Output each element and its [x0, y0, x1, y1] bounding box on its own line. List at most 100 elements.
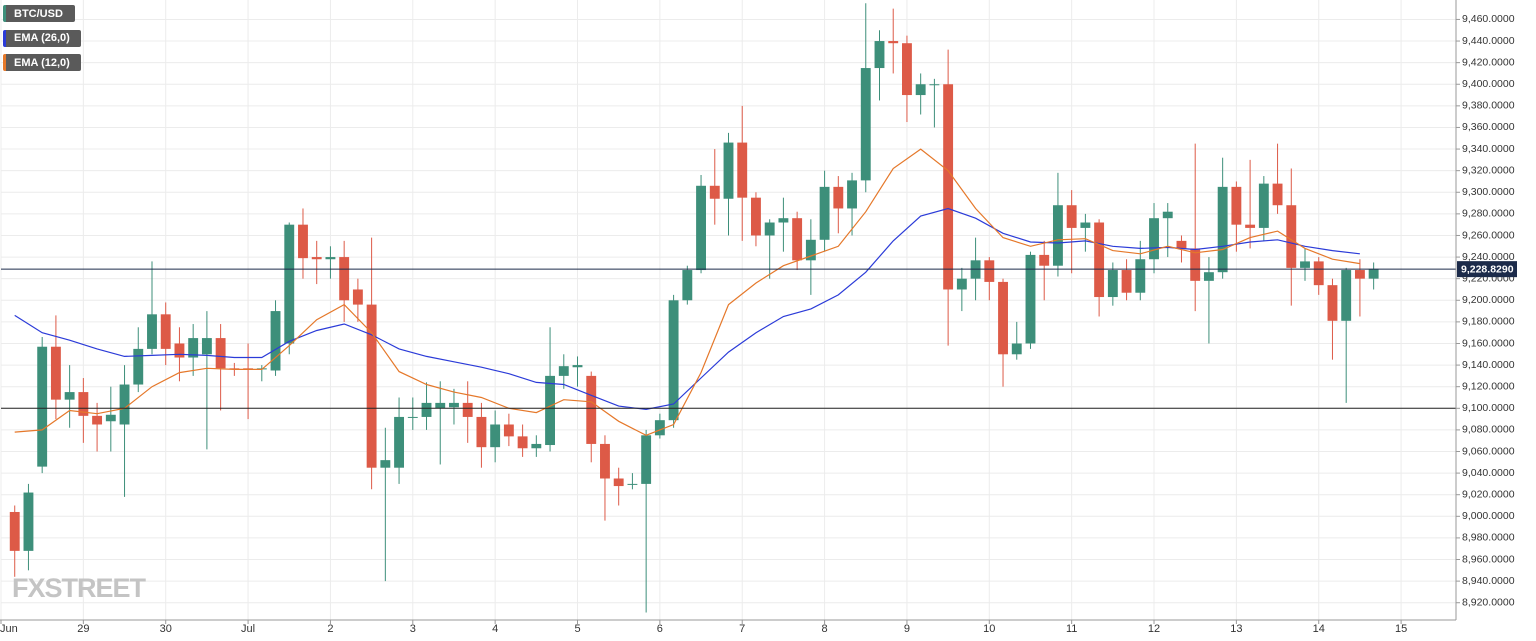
y-tick-label: 9,000.0000	[1462, 510, 1515, 522]
candle-body	[1107, 270, 1118, 298]
candle-body	[764, 222, 775, 236]
candle-body	[929, 84, 940, 86]
y-tick-label: 9,140.0000	[1462, 359, 1515, 371]
candle-body	[407, 416, 418, 418]
candle-body	[984, 260, 995, 282]
legend-item: BTC/USD	[3, 5, 75, 22]
y-tick-label: 9,040.0000	[1462, 467, 1515, 479]
candle-body	[37, 346, 48, 467]
x-tick-label: 13	[1230, 623, 1242, 635]
candle-body	[723, 142, 734, 199]
x-tick-label: 9	[904, 623, 910, 635]
y-tick-label: 8,940.0000	[1462, 575, 1515, 587]
candle-body	[284, 224, 295, 344]
y-tick-label: 9,200.0000	[1462, 294, 1515, 306]
candle-body	[1162, 211, 1173, 219]
x-tick-label: 8	[822, 623, 828, 635]
candle-body	[1245, 224, 1256, 228]
y-tick-label: 9,340.0000	[1462, 143, 1515, 155]
candle-body	[23, 492, 34, 551]
candle-body	[956, 278, 967, 290]
x-tick-label: 10	[983, 623, 995, 635]
y-tick-label: 9,420.0000	[1462, 56, 1515, 68]
x-tick-label: 29	[77, 623, 89, 635]
candle-body	[874, 41, 885, 69]
candle-body	[737, 142, 748, 198]
candle-body	[682, 270, 693, 301]
grid	[0, 0, 1456, 620]
y-tick-label: 9,400.0000	[1462, 78, 1515, 90]
y-tick-label: 9,180.0000	[1462, 316, 1515, 328]
y-tick-label: 9,100.0000	[1462, 402, 1515, 414]
candle-body	[819, 186, 830, 240]
y-tick-label: 9,240.0000	[1462, 251, 1515, 263]
candle-body	[902, 43, 912, 96]
candle-body	[215, 338, 226, 369]
candle-body	[1135, 259, 1146, 293]
candle-body	[105, 414, 116, 422]
y-tick-label: 9,380.0000	[1462, 100, 1515, 112]
candle-body	[778, 218, 789, 223]
candle-body	[1313, 261, 1324, 286]
x-tick-label: 15	[1395, 623, 1407, 635]
y-tick-label: 9,320.0000	[1462, 164, 1515, 176]
candle-body	[476, 416, 487, 448]
candle-body	[531, 443, 542, 449]
candle-body	[147, 314, 157, 349]
candle-body	[449, 402, 459, 408]
candle-body	[366, 304, 377, 468]
candle-body	[1354, 270, 1365, 279]
candle-body	[915, 84, 926, 96]
candle-body	[1094, 222, 1105, 298]
y-tick-label: 9,020.0000	[1462, 488, 1515, 500]
candle-body	[1190, 248, 1201, 281]
candle-body	[1300, 261, 1310, 268]
x-tick-label: 3	[410, 623, 416, 635]
ema-line	[14, 148, 1360, 436]
candle-body	[270, 311, 281, 371]
candle-body	[50, 346, 61, 400]
candle-body	[751, 197, 761, 236]
x-tick-label: 6	[657, 623, 663, 635]
candle-body	[833, 186, 844, 209]
candle-body	[339, 257, 350, 301]
candle-body	[503, 424, 514, 437]
candle-body	[1368, 268, 1379, 279]
candle-body	[92, 415, 103, 425]
candle-body	[668, 300, 679, 421]
candle-body	[847, 180, 857, 209]
candle-body	[1025, 254, 1036, 344]
candle-body	[78, 392, 89, 416]
candle-body	[888, 41, 899, 44]
candle-body	[654, 420, 665, 436]
candle-body	[9, 511, 20, 551]
candle-body	[490, 424, 501, 448]
candle-body	[1286, 205, 1297, 268]
y-tick-label: 9,120.0000	[1462, 380, 1515, 392]
x-tick-label: 30	[160, 623, 172, 635]
candle-body	[600, 443, 610, 479]
candle-body	[1258, 183, 1269, 228]
candle-body	[558, 366, 569, 376]
candle-body	[586, 375, 597, 444]
candle-body	[943, 84, 954, 290]
plot	[1, 3, 1456, 613]
y-tick-label: 8,920.0000	[1462, 596, 1515, 608]
y-tick-label: 9,260.0000	[1462, 229, 1515, 241]
candle-body	[696, 185, 706, 271]
candle-body	[1176, 240, 1187, 249]
candle-body	[160, 314, 171, 349]
candle-body	[792, 218, 803, 261]
current-price-box	[1457, 261, 1517, 278]
legend-item: EMA (12,0)	[3, 54, 81, 71]
y-tick-label: 8,980.0000	[1462, 532, 1515, 544]
y-tick-label: 9,280.0000	[1462, 208, 1515, 220]
x-tick-label: 7	[739, 623, 745, 635]
candle-body	[860, 68, 871, 181]
candle-body	[517, 436, 528, 449]
candle-body	[545, 375, 555, 446]
candle-body	[627, 483, 638, 485]
candle-body	[188, 338, 199, 358]
